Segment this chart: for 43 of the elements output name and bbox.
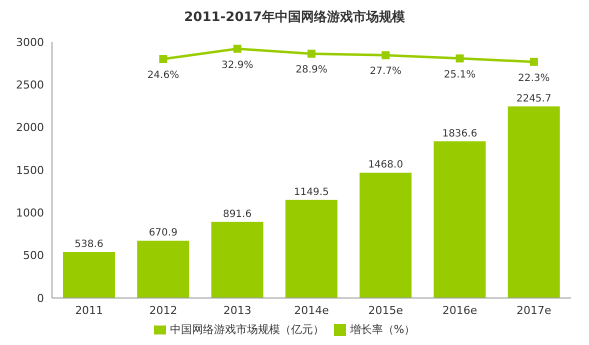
data-label: 25.1%	[444, 69, 476, 80]
bar	[434, 141, 486, 298]
bar	[360, 172, 412, 298]
point	[233, 44, 242, 53]
data-label: 27.7%	[370, 66, 402, 78]
bar	[285, 200, 338, 298]
x-tick-label: 2011	[75, 304, 104, 317]
y-tick-label: 2000	[16, 121, 44, 134]
data-label: 32.9%	[221, 60, 254, 71]
bar	[137, 240, 190, 298]
y-tick-label: 3000	[16, 36, 44, 49]
legend-label: 中国网络游戏市场规模（亿元）	[170, 323, 324, 336]
y-tick-label: 500	[23, 249, 44, 262]
data-label: 1149.5	[294, 186, 329, 198]
data-label: 891.6	[222, 208, 252, 220]
data-label: 538.6	[74, 239, 104, 250]
y-tick-label: 2500	[16, 78, 44, 92]
bar	[63, 252, 115, 298]
data-label: 1468.0	[368, 160, 404, 171]
x-tick-label: 2012	[149, 304, 178, 317]
y-tick-label: 1500	[16, 164, 44, 177]
bar	[508, 106, 560, 298]
data-label: 1836.6	[442, 128, 478, 140]
legend-label: 增长率（%）	[350, 323, 416, 336]
data-label: 670.9	[148, 228, 178, 239]
data-label: 28.9%	[296, 64, 328, 76]
data-label: 24.6%	[147, 70, 180, 82]
point	[530, 58, 538, 66]
x-tick-label: 2015e	[368, 304, 404, 317]
data-label: 22.3%	[518, 72, 550, 84]
chart-title: 2011-2017年中国网络游戏市场规模	[183, 8, 406, 26]
point	[159, 55, 168, 64]
x-tick-label: 2013	[223, 304, 252, 317]
bar	[211, 222, 264, 298]
point	[382, 51, 390, 60]
y-tick-label: 0	[37, 292, 44, 305]
data-label: 2245.7	[516, 93, 552, 104]
x-tick-label: 2016e	[442, 304, 478, 317]
x-tick-label: 2014e	[294, 304, 330, 317]
point	[456, 54, 464, 62]
point	[308, 50, 316, 58]
y-tick-label: 1000	[16, 206, 44, 220]
x-tick-label: 2017e	[516, 304, 552, 317]
